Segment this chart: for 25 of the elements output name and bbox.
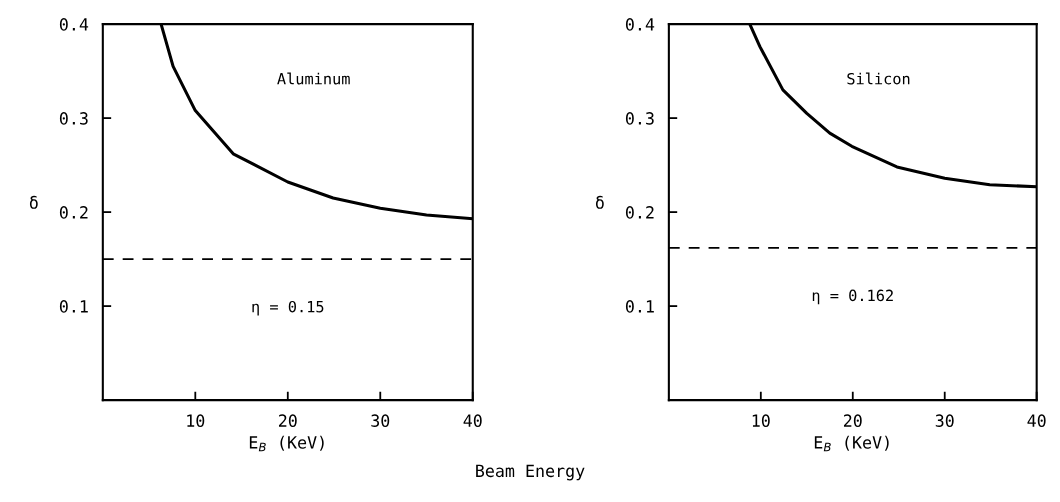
text: Beam Energy	[476, 464, 585, 481]
y-tick-label: 0.1	[59, 300, 88, 313]
x-tick-label: 10	[187, 414, 205, 427]
y-tick-label: 0.4	[625, 18, 655, 31]
annotation: Silicon	[847, 72, 910, 85]
x-tick-label: 10	[752, 414, 770, 427]
ref-line-label: η = 0.162	[812, 289, 893, 305]
text: E$_{B}$ (KeV)	[249, 435, 324, 452]
y-tick-label: 0.3	[625, 112, 654, 125]
x-tick-label: 30	[935, 414, 954, 427]
y-tick-label: 0.2	[59, 206, 88, 219]
y-axis-title: δ	[29, 195, 38, 209]
x-tick-label: 40	[1027, 414, 1046, 427]
y-tick-label: 0.3	[59, 112, 88, 125]
y-tick-label: 0.4	[59, 18, 89, 31]
y-tick-label: 0.2	[625, 206, 654, 219]
text: E$_{B}$ (KeV)	[814, 435, 889, 452]
y-tick-label: 0.1	[625, 300, 654, 313]
x-tick-label: 40	[463, 414, 482, 427]
x-tick-label: 20	[843, 414, 862, 427]
ref-line-label: η = 0.15	[252, 300, 324, 316]
annotation: Aluminum	[277, 72, 350, 85]
x-tick-label: 30	[371, 414, 390, 427]
y-axis-title: δ	[595, 195, 604, 209]
x-tick-label: 20	[278, 414, 297, 427]
